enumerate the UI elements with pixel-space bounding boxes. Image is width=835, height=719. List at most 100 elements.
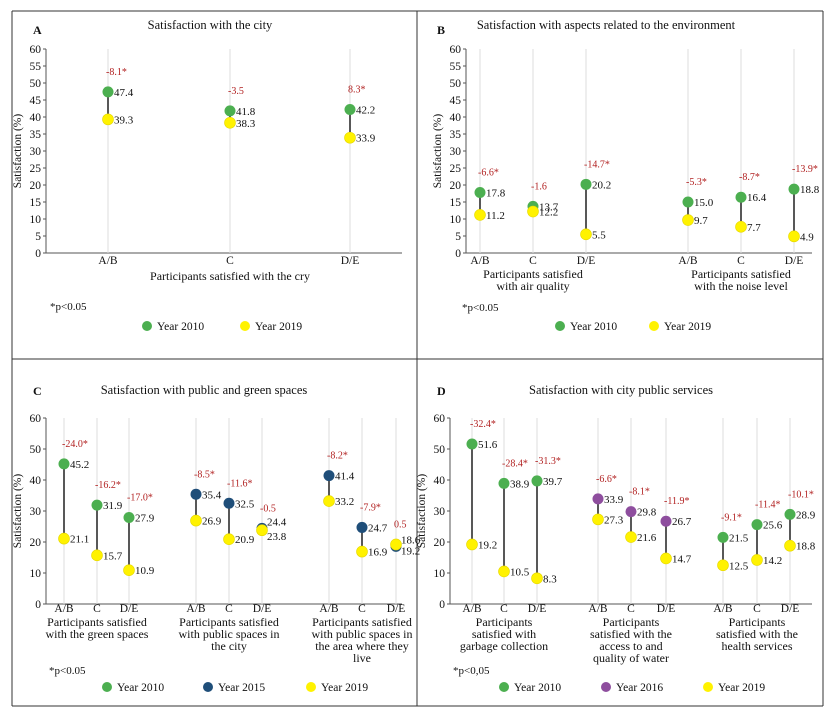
data-point	[58, 532, 70, 545]
legend-label: Year 2010	[514, 682, 561, 694]
significance-note: *p<0.05	[49, 665, 86, 677]
y-tick-label: 30	[434, 506, 446, 518]
y-tick-label: 60	[30, 413, 42, 425]
x-tick-label: A/B	[319, 603, 339, 615]
y-tick-label: 20	[30, 180, 42, 192]
data-point	[58, 458, 70, 470]
significance-note: *p<0,05	[453, 665, 490, 677]
y-tick-label: 50	[30, 444, 42, 456]
legend-label: Year 2019	[255, 321, 302, 333]
data-point	[717, 531, 729, 543]
y-tick-label: 15	[450, 197, 462, 209]
y-tick-label: 15	[30, 197, 42, 209]
data-label: 17.8	[486, 187, 506, 199]
difference-label: -6.6*	[478, 167, 499, 178]
data-label: 25.6	[763, 520, 783, 532]
difference-label: -31.3*	[535, 456, 561, 467]
x-tick-label: C	[627, 603, 635, 615]
panel-title: Satisfaction with city public services	[529, 383, 713, 397]
data-label: 8.3	[543, 573, 557, 585]
data-label: 28.9	[796, 509, 816, 521]
data-point	[356, 545, 368, 558]
y-tick-label: 60	[450, 44, 462, 56]
category-group: 47.4 39.3 -8.1* A/B 41.838.3 -3.5 C 42.2 33.9 8.3…	[98, 49, 376, 283]
y-tick-label: 35	[450, 129, 462, 141]
x-tick-label: A/B	[462, 603, 482, 615]
difference-label: -3.5	[228, 86, 244, 97]
data-label: 11.2	[486, 210, 505, 222]
y-tick-label: 40	[30, 112, 42, 124]
data-label: 24.7	[368, 522, 388, 534]
difference-label: -28.4*	[502, 458, 528, 469]
x-tick-label: A/B	[470, 255, 490, 267]
data-point	[474, 209, 486, 221]
data-point	[784, 539, 796, 552]
data-label: 10.9	[135, 565, 155, 577]
panel-a: A Satisfaction with the city 0 5 10 15 20 25 30 3…	[12, 18, 402, 333]
data-point	[735, 191, 747, 203]
y-tick-label: 40	[434, 475, 446, 487]
data-label: 12.5	[729, 560, 749, 572]
group-label: Participants satisfied with the noise lev…	[691, 267, 791, 293]
panel-d: D Satisfaction with city public services 0…	[416, 383, 816, 694]
data-label: 29.8	[637, 507, 657, 519]
data-point	[625, 506, 637, 518]
panel-title: Satisfaction with aspects related to the…	[477, 18, 736, 32]
data-point	[123, 512, 135, 524]
difference-label: -14.7*	[584, 159, 610, 170]
x-tick-label: C	[225, 603, 233, 615]
y-tick-label: 25	[30, 163, 42, 175]
y-tick-label: 35	[30, 129, 42, 141]
data-label: 18.8	[796, 541, 816, 553]
data-label: 19.2	[401, 545, 420, 557]
x-tick-label: A/B	[98, 255, 118, 267]
difference-label: -13.9*	[792, 164, 818, 175]
difference-label: -11.9*	[664, 496, 689, 507]
data-label: 23.8	[267, 531, 287, 543]
data-label: 35.4	[202, 489, 222, 501]
data-point	[682, 214, 694, 226]
data-point	[323, 495, 335, 507]
difference-label: 0.5	[394, 519, 407, 530]
legend-label: Year 2019	[718, 682, 765, 694]
legend-label: Year 2019	[664, 321, 711, 333]
data-label: 16.4	[747, 192, 767, 204]
y-axis-label: Satisfaction (%)	[12, 114, 24, 189]
data-point	[344, 131, 356, 144]
data-label: 13.7	[539, 201, 559, 213]
data-label: 20.9	[235, 534, 255, 546]
data-point	[592, 513, 604, 526]
y-tick-label: 60	[434, 413, 446, 425]
data-point	[102, 86, 114, 98]
category-group: 35.4 26.9 -8.5* A/B 32.5 20.9 -11.6* C 24.4 23.8 -…	[179, 418, 287, 653]
data-point	[527, 205, 539, 218]
legend-label: Year 2010	[157, 321, 204, 333]
data-point	[190, 488, 202, 500]
data-point	[390, 538, 402, 551]
x-tick-label: A/B	[678, 255, 698, 267]
data-label: 14.7	[672, 553, 692, 565]
category-group: 15.0 9.7 -5.3* A/B 16.4 7.7 -8.7* C 18.8 4.9 -13.9…	[678, 49, 820, 293]
data-label: 26.9	[202, 516, 222, 528]
data-point	[466, 538, 478, 551]
difference-label: -7.9*	[360, 502, 381, 513]
data-label: 31.9	[103, 500, 123, 512]
legend-marker	[306, 682, 316, 692]
x-tick-label: C	[93, 603, 101, 615]
x-tick-label: A/B	[186, 603, 206, 615]
data-point	[344, 104, 356, 116]
data-label: 16.9	[368, 547, 388, 559]
y-tick-label: 0	[35, 599, 41, 611]
legend-marker	[240, 321, 250, 331]
y-tick-label: 20	[450, 180, 462, 192]
category-group: 21.5 12.5 -9.1* A/B 25.6 14.2 -11.4* C 28.9 18.8 -…	[713, 418, 816, 653]
y-tick-label: 55	[30, 61, 42, 73]
data-label: 38.3	[236, 118, 256, 130]
x-tick-label: D/E	[657, 603, 676, 615]
legend-label: Year 2015	[218, 682, 265, 694]
data-label: 21.5	[729, 532, 749, 544]
data-point	[788, 230, 800, 243]
data-point	[256, 524, 268, 537]
y-tick-label: 20	[30, 537, 42, 549]
